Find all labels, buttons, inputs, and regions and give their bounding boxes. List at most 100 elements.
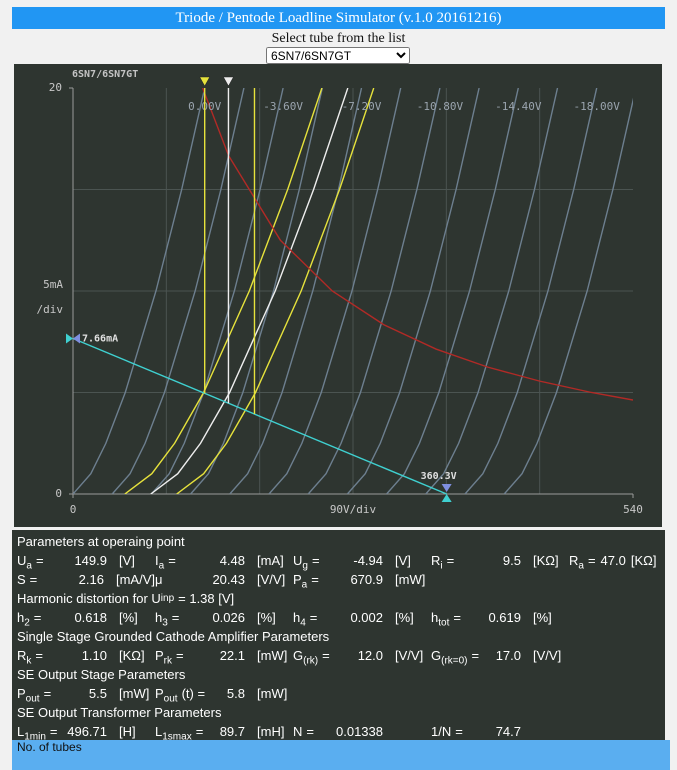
param-row: h2 = 0.618 [%] h3 = 0.026 [%] h4 = 0.002 [%] htot = 0.… xyxy=(17,608,665,629)
param-unit: [V] xyxy=(395,553,411,568)
swing-marker xyxy=(199,76,211,87)
param-value: 0.618 xyxy=(74,610,107,625)
param-equals: = xyxy=(33,610,42,625)
param-row: Rk = 1.10 [KΩ] Prk = 22.1 [mW] G(rk) = 12.0 [V/V] G(… xyxy=(17,646,665,667)
param-equals: = xyxy=(176,648,184,663)
param-symbol: G xyxy=(293,648,304,663)
curve-label: -18.00V xyxy=(574,100,621,113)
param-symbol: μ xyxy=(155,572,163,587)
title-text: Harmonic distortion for U xyxy=(17,591,161,606)
param-unit: [mW] xyxy=(395,572,426,587)
load-line-label: 7.66mA xyxy=(82,334,118,345)
curve xyxy=(176,88,375,494)
param-symbol: R xyxy=(569,553,579,568)
param-equals: = xyxy=(471,648,480,663)
param-label: Ug = xyxy=(293,551,335,572)
param-value: 0.619 xyxy=(488,610,521,625)
param-equals: (t) = xyxy=(181,686,206,701)
param-cell: Rk = 1.10 [KΩ] xyxy=(17,646,155,667)
param-unit: [mA/V] xyxy=(115,572,155,587)
curve xyxy=(464,88,598,494)
param-value: 149.9 xyxy=(74,553,107,568)
param-value: 89.7 xyxy=(219,724,245,739)
param-symbol: h xyxy=(431,610,439,625)
tube-select[interactable]: 6SN7/6SN7GT xyxy=(266,47,410,64)
param-equals: = xyxy=(49,724,58,739)
param-cell: Pout (t) = 5.8 [mW] xyxy=(155,684,293,705)
param-label: μ xyxy=(155,570,197,589)
section-title: SE Output Stage Parameters xyxy=(17,667,186,682)
param-label: Rk = xyxy=(17,646,59,667)
param-value: 5.5 xyxy=(88,686,107,701)
param-equals: = xyxy=(168,553,176,568)
param-unit: [%] xyxy=(119,610,138,625)
param-label: G(rk=0) = xyxy=(431,646,479,667)
param-subscript: out xyxy=(25,693,40,705)
y-axis-label: /div xyxy=(37,303,64,316)
param-equals: = xyxy=(322,648,330,663)
param-row: S = 2.16 [mA/V] μ 20.43 [V/V] Pa = 670.9 [mW] xyxy=(17,570,665,591)
param-value: 22.1 xyxy=(219,648,245,663)
param-unit: [H] xyxy=(119,724,136,739)
param-subscript: g xyxy=(302,560,308,572)
param-cell: μ 20.43 [V/V] xyxy=(155,570,293,589)
param-cell: h2 = 0.618 [%] xyxy=(17,608,155,629)
load-line-marker xyxy=(73,333,80,344)
param-unit: [KΩ] xyxy=(533,553,559,568)
page: Triode / Pentode Loadline Simulator (v.1… xyxy=(12,7,670,770)
param-value: 4.48 xyxy=(219,553,245,568)
param-symbol: h xyxy=(293,610,301,625)
param-unit: [V] xyxy=(119,553,135,568)
param-equals: = xyxy=(311,572,319,587)
param-value: 0.002 xyxy=(350,610,383,625)
param-symbol: L xyxy=(17,724,25,739)
param-symbol: U xyxy=(293,553,303,568)
select-label: Select tube from the list xyxy=(271,31,406,46)
param-equals: = xyxy=(453,610,461,625)
param-label: S = xyxy=(17,570,58,589)
param-unit: [mW] xyxy=(257,648,288,663)
param-label: Ua = xyxy=(17,551,59,572)
param-cell: S = 2.16 [mA/V] xyxy=(17,570,155,589)
param-label: Pa = xyxy=(293,570,335,591)
param-value: 1.10 xyxy=(81,648,107,663)
param-symbol: R xyxy=(431,553,441,568)
param-value: 0.01338 xyxy=(336,724,383,739)
curve xyxy=(425,88,559,494)
param-row: Ua = 149.9 [V] Ia = 4.48 [mA] Ug = -4.94 [V] Ri = 9.5[… xyxy=(17,551,665,572)
param-label: Pout = xyxy=(17,684,59,705)
curve-label: -14.40V xyxy=(495,100,542,113)
swing-marker xyxy=(223,76,234,87)
param-equals: = xyxy=(195,724,204,739)
param-subscript: tot xyxy=(438,617,450,629)
load-line-marker xyxy=(66,333,73,344)
param-subscript: 1smax xyxy=(162,731,192,742)
footer-bar: No. of tubes xyxy=(12,740,670,770)
param-label: N = xyxy=(293,722,335,741)
param-equals: = xyxy=(455,724,463,739)
param-label: h4 = xyxy=(293,608,335,629)
section-title: Parameters at operaing point xyxy=(17,534,185,549)
param-cell: G(rk=0) = 17.0 [V/V] xyxy=(431,646,569,667)
param-unit: [%] xyxy=(395,610,414,625)
curve-label: -3.60V xyxy=(263,100,303,113)
curve xyxy=(190,88,323,494)
param-label: Pout (t) = xyxy=(155,684,205,705)
param-cell: N = 0.01338 xyxy=(293,722,431,741)
param-unit: [%] xyxy=(533,610,552,625)
param-label: h2 = xyxy=(17,608,59,629)
param-label: L1min = xyxy=(17,722,59,742)
chart-title: 6SN7/6SN7GT xyxy=(72,69,138,80)
param-cell: G(rk) = 12.0 [V/V] xyxy=(293,646,431,667)
param-unit: [KΩ] xyxy=(119,648,145,663)
param-value: 47.0 xyxy=(600,553,626,568)
param-symbol: 1/N xyxy=(431,724,452,739)
curve xyxy=(346,88,480,494)
param-equals: = xyxy=(43,686,52,701)
param-cell: 1/N = 74.7 xyxy=(431,722,569,741)
title-sub: inp xyxy=(160,593,175,604)
param-value: 5.8 xyxy=(226,686,245,701)
curve xyxy=(503,97,633,494)
param-row: Pout = 5.5 [mW] Pout (t) = 5.8 [mW] xyxy=(17,684,665,705)
